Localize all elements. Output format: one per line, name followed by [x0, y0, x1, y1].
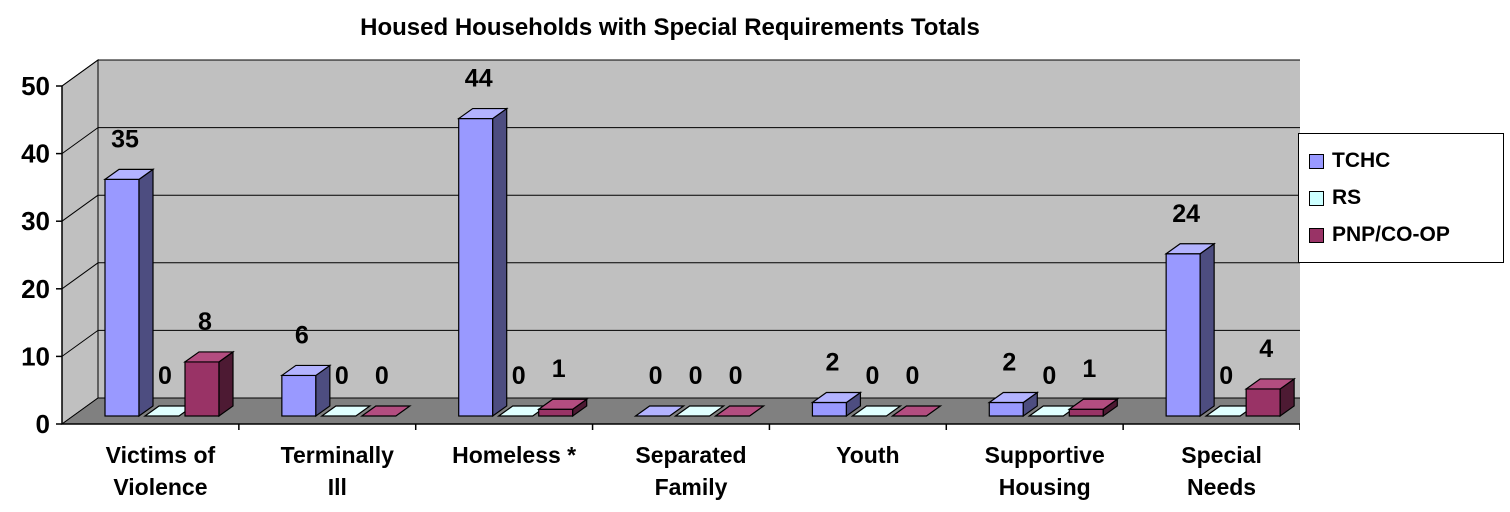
data-label: 0 — [1042, 362, 1056, 390]
bar-pnp-co-op-top — [1244, 378, 1297, 390]
bar-pnp-co-op-top — [1067, 398, 1120, 410]
y-tick-label: 40 — [21, 139, 50, 169]
bar-tchc-front — [1165, 253, 1201, 417]
bar-pnp-co-op-front — [1068, 408, 1104, 417]
data-label: 0 — [905, 362, 919, 390]
bar-pnp-co-op-top — [713, 405, 766, 417]
x-tick-label: Homeless * — [452, 442, 576, 468]
bar-rs-top — [673, 405, 726, 417]
x-tick-label: Needs — [1187, 474, 1256, 500]
data-label: 4 — [1259, 335, 1273, 363]
x-tick-label: Housing — [999, 474, 1091, 500]
gridline-side — [61, 262, 99, 290]
y-tick-label: 0 — [36, 409, 50, 439]
x-tick-label: Special — [1181, 442, 1262, 468]
data-label: 2 — [825, 348, 839, 376]
bar-rs-top — [850, 405, 903, 417]
data-label: 1 — [1082, 355, 1096, 383]
bar-pnp-co-op-front — [184, 361, 220, 417]
bar-pnp-co-op-top — [536, 398, 589, 410]
x-tick-label: Youth — [836, 442, 899, 468]
gridline-side — [61, 329, 99, 357]
y-tick-label: 50 — [21, 71, 50, 101]
legend-swatch — [1309, 153, 1324, 169]
legend-item: RS — [1309, 183, 1361, 213]
legend-item: PNP/CO-OP — [1309, 220, 1450, 250]
data-label: 8 — [198, 308, 212, 336]
data-label: 0 — [375, 362, 389, 390]
data-label: 0 — [649, 362, 663, 390]
bar-tchc-top — [633, 405, 686, 417]
x-tick-label: Ill — [328, 474, 347, 500]
bar-tchc-top — [810, 391, 863, 404]
legend-item: TCHC — [1309, 146, 1390, 176]
bar-tchc-top — [456, 107, 509, 120]
gridline-side — [61, 59, 99, 87]
x-tick-label: Victims of — [106, 442, 216, 468]
legend-label: RS — [1332, 186, 1362, 209]
bar-pnp-co-op-front — [538, 408, 574, 417]
bar-rs-top — [319, 405, 372, 417]
legend-label: TCHC — [1332, 149, 1391, 172]
data-label: 2 — [1002, 348, 1016, 376]
legend-swatch — [1309, 190, 1324, 206]
data-label: 6 — [295, 321, 309, 349]
data-label: 44 — [465, 65, 493, 93]
bar-pnp-co-op-side — [218, 350, 234, 418]
bar-pnp-co-op-top — [359, 405, 412, 417]
bar-tchc-front — [104, 178, 140, 417]
back-wall — [97, 59, 1300, 399]
x-tick-label: Separated — [635, 442, 746, 468]
bar-tchc-side — [1199, 242, 1215, 418]
bar-pnp-co-op-front — [1245, 388, 1281, 417]
data-label: 0 — [158, 362, 172, 390]
data-label: 0 — [1219, 362, 1233, 390]
gridline-side — [61, 194, 99, 222]
side-wall — [61, 59, 99, 425]
bar-pnp-co-op-top — [890, 405, 943, 417]
y-tick-label: 20 — [21, 274, 50, 304]
x-tick-label: Terminally — [281, 442, 395, 468]
bar-tchc-front — [811, 401, 848, 417]
data-label: 0 — [335, 362, 349, 390]
bar-tchc-front — [988, 401, 1024, 417]
bar-tchc-top — [987, 391, 1040, 404]
data-label: 0 — [729, 362, 743, 390]
x-tick-label: Violence — [113, 474, 207, 500]
bar-tchc-top — [279, 364, 332, 377]
y-tick-label: 30 — [21, 206, 50, 236]
bar-tchc-top — [1164, 243, 1217, 255]
legend-label: PNP/CO-OP — [1332, 223, 1450, 246]
x-tick-label: Supportive — [985, 442, 1105, 468]
data-label: 0 — [689, 362, 703, 390]
data-label: 0 — [865, 362, 879, 390]
chart-title: Housed Households with Special Requireme… — [360, 14, 980, 41]
data-label: 1 — [552, 355, 566, 383]
bar-tchc-side — [138, 168, 154, 418]
bar-tchc-front — [458, 117, 494, 417]
data-label: 35 — [111, 125, 139, 153]
y-tick-label: 10 — [21, 341, 50, 371]
bar-tchc-front — [281, 374, 317, 417]
gridline-side — [61, 127, 99, 155]
data-label: 24 — [1172, 200, 1200, 228]
data-label: 0 — [512, 362, 526, 390]
x-tick-label: Family — [655, 474, 728, 500]
bar-tchc-top — [103, 168, 155, 180]
chart-legend: TCHC RS PNP/CO-OP — [1298, 133, 1504, 263]
legend-swatch — [1309, 227, 1324, 243]
bar-tchc-side — [492, 107, 508, 418]
bar-pnp-co-op-top — [183, 351, 235, 363]
